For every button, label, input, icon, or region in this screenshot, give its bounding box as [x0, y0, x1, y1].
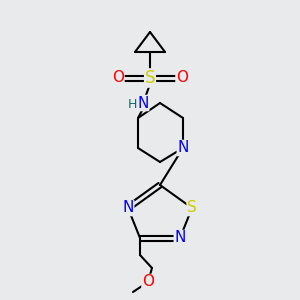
- Text: N: N: [177, 140, 189, 155]
- Text: N: N: [122, 200, 134, 215]
- Text: S: S: [145, 69, 155, 87]
- Text: N: N: [137, 95, 149, 110]
- Text: O: O: [112, 70, 124, 86]
- Text: O: O: [142, 274, 154, 290]
- Text: H: H: [127, 98, 137, 112]
- Text: N: N: [174, 230, 186, 245]
- Text: O: O: [176, 70, 188, 86]
- Text: S: S: [187, 200, 197, 215]
